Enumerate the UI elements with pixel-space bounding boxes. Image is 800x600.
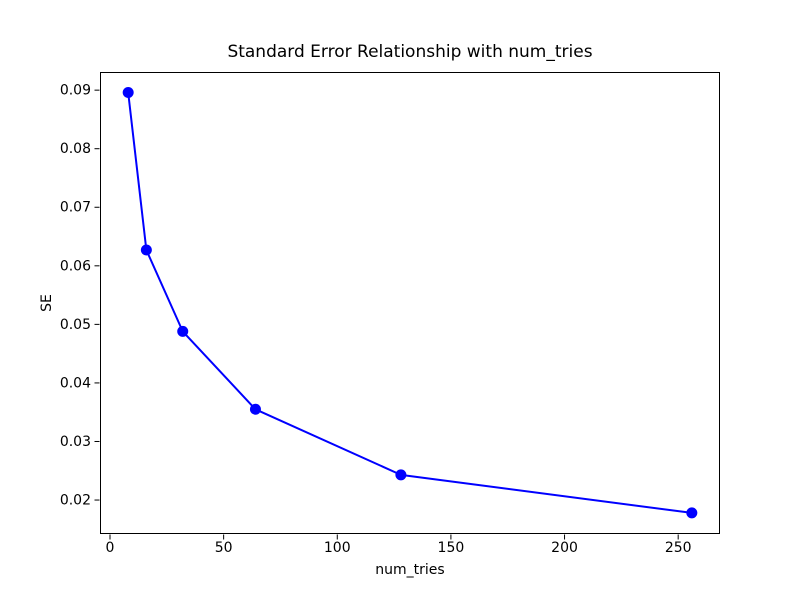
data-point-marker: [122, 86, 134, 98]
y-tick-label: 0.09: [60, 83, 91, 99]
data-point-marker: [177, 325, 189, 337]
x-tick-label: 0: [106, 540, 115, 556]
x-tick-label: 100: [324, 540, 351, 556]
data-point-marker: [686, 507, 698, 519]
axes-spines: [100, 72, 720, 534]
y-tick-label: 0.06: [60, 258, 91, 274]
x-tick-label: 250: [665, 540, 692, 556]
chart-title: Standard Error Relationship with num_tri…: [227, 42, 593, 62]
data-point-marker: [140, 244, 152, 256]
x-axis-label: num_tries: [375, 562, 445, 578]
y-tick-label: 0.07: [60, 200, 91, 216]
y-tick-label: 0.05: [60, 317, 91, 333]
y-tick-label: 0.04: [60, 375, 91, 391]
series-line: [127, 91, 693, 514]
y-tick-label: 0.03: [60, 434, 91, 450]
x-tick-label: 50: [215, 540, 233, 556]
data-point-marker: [249, 403, 261, 415]
data-point-marker: [395, 469, 407, 481]
x-tick-label: 200: [551, 540, 578, 556]
y-axis-label: SE: [39, 294, 55, 312]
y-tick-label: 0.02: [60, 493, 91, 509]
x-tick-label: 150: [438, 540, 465, 556]
y-tick-label: 0.08: [60, 141, 91, 157]
